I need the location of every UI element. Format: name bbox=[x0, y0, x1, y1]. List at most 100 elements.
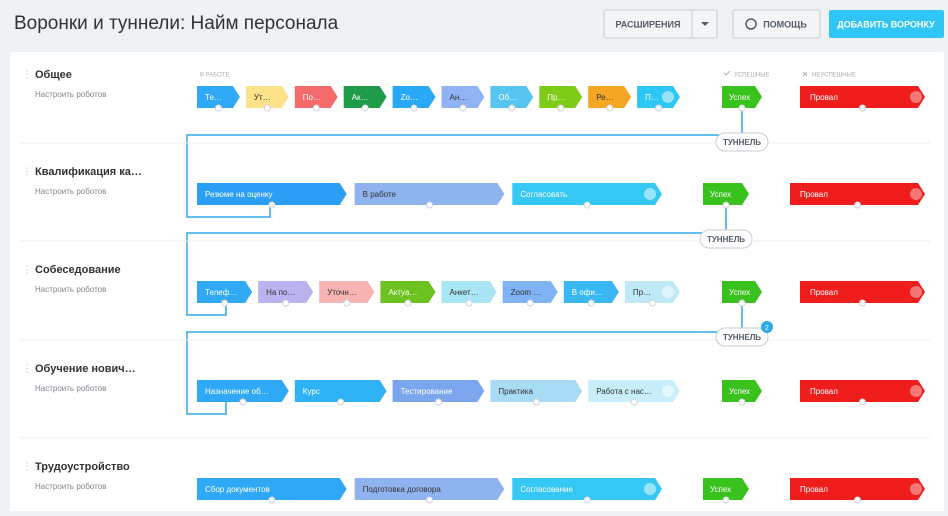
fail-stage bbox=[800, 281, 925, 303]
stage[interactable] bbox=[197, 478, 347, 500]
stage[interactable] bbox=[563, 281, 619, 303]
success-label: Успех bbox=[729, 387, 750, 396]
tunnel-line bbox=[186, 205, 727, 316]
stage-dot bbox=[738, 104, 746, 112]
stage-label: Согласование bbox=[520, 485, 573, 494]
fail-label: Провал bbox=[810, 387, 838, 396]
stage-dot bbox=[214, 104, 222, 112]
stage-dot bbox=[268, 201, 276, 209]
stage-label: Zo… bbox=[401, 93, 418, 102]
add-stage bbox=[910, 483, 922, 495]
stage[interactable] bbox=[512, 478, 662, 500]
stage[interactable] bbox=[490, 86, 534, 108]
button-label: ПОМОЩЬ bbox=[763, 19, 807, 29]
grip: ⋮⋮ bbox=[22, 167, 42, 178]
stage-label: В работе bbox=[363, 190, 397, 199]
fail-stage bbox=[800, 380, 925, 402]
fail-stage bbox=[800, 86, 925, 108]
stage[interactable] bbox=[197, 183, 347, 205]
stage-label: В офи… bbox=[572, 288, 603, 297]
success-stage bbox=[703, 183, 749, 205]
stage-dot bbox=[282, 299, 290, 307]
counter-label: 2 bbox=[765, 325, 769, 332]
stage-label: По… bbox=[303, 93, 321, 102]
stage[interactable] bbox=[490, 380, 583, 402]
stage-dot bbox=[648, 299, 656, 307]
stage[interactable] bbox=[392, 380, 485, 402]
stage[interactable] bbox=[588, 86, 632, 108]
fail-label: Провал bbox=[810, 288, 838, 297]
stage-dot bbox=[343, 299, 351, 307]
success-stage bbox=[722, 380, 762, 402]
robots-link[interactable]: Настроить роботов bbox=[35, 482, 106, 491]
stage-dot bbox=[587, 299, 595, 307]
stage-dot bbox=[859, 398, 866, 406]
stage-label: Подготовка договора bbox=[363, 485, 442, 494]
tunnel-badge[interactable] bbox=[699, 229, 753, 249]
stage-dot bbox=[738, 299, 746, 307]
stage-dot bbox=[404, 299, 412, 307]
stage-dot bbox=[583, 201, 591, 209]
add-stage[interactable] bbox=[644, 483, 656, 495]
stage-dot bbox=[465, 299, 473, 307]
robots-link[interactable]: Настроить роботов bbox=[35, 187, 106, 196]
stage-label: Ак… bbox=[352, 93, 369, 102]
stage-dot bbox=[557, 104, 565, 112]
button-label: РАСШИРЕНИЯ bbox=[616, 19, 681, 29]
stage-dot bbox=[722, 201, 730, 209]
success-label: Успех bbox=[710, 485, 731, 494]
stage[interactable] bbox=[294, 380, 387, 402]
stage-label: Резюме на оценку bbox=[205, 190, 273, 199]
stage[interactable] bbox=[245, 86, 289, 108]
stage[interactable] bbox=[380, 281, 436, 303]
stage[interactable] bbox=[294, 86, 338, 108]
stage-label: Пр… bbox=[633, 288, 651, 297]
robots-link[interactable]: Настроить роботов bbox=[35, 90, 106, 99]
stage[interactable] bbox=[354, 183, 505, 205]
stage[interactable] bbox=[588, 380, 680, 402]
add-stage[interactable] bbox=[662, 91, 674, 103]
stage[interactable] bbox=[512, 183, 662, 205]
tunnel-badge[interactable] bbox=[715, 132, 769, 152]
add-stage[interactable] bbox=[662, 385, 674, 397]
stage-label: Те… bbox=[205, 93, 222, 102]
stage-label: Об… bbox=[498, 93, 517, 102]
stage-label: Работа с нас… bbox=[596, 387, 652, 396]
add-stage bbox=[910, 385, 922, 397]
stage[interactable] bbox=[441, 281, 497, 303]
stage-dot bbox=[221, 299, 229, 307]
robots-link[interactable]: Настроить роботов bbox=[35, 384, 106, 393]
stage-label: Актуа… bbox=[388, 288, 417, 297]
stage[interactable] bbox=[319, 281, 375, 303]
stage[interactable] bbox=[197, 281, 253, 303]
extensions-button[interactable] bbox=[603, 9, 718, 39]
add-stage[interactable] bbox=[662, 286, 674, 298]
stage[interactable] bbox=[197, 86, 240, 108]
stage[interactable] bbox=[258, 281, 314, 303]
stage-dot bbox=[459, 104, 467, 112]
funnel-name: Квалификация ка… bbox=[35, 166, 142, 178]
add-funnel-button[interactable] bbox=[829, 10, 944, 38]
stage[interactable] bbox=[502, 281, 558, 303]
help-button[interactable] bbox=[732, 9, 821, 39]
stage[interactable] bbox=[343, 86, 387, 108]
stage-label: Пр… bbox=[547, 93, 565, 102]
stage[interactable] bbox=[392, 86, 436, 108]
funnel-name: Обучение нович… bbox=[35, 363, 136, 375]
stage-dot bbox=[738, 398, 746, 406]
robots-link[interactable]: Настроить роботов bbox=[35, 285, 106, 294]
stage-label: Практика bbox=[498, 387, 533, 396]
stage-label: Ут… bbox=[254, 93, 271, 102]
success-stage bbox=[722, 281, 762, 303]
stage-label: Сбор документов bbox=[205, 485, 270, 494]
tunnel-badge[interactable] bbox=[715, 327, 769, 347]
stage[interactable] bbox=[539, 86, 583, 108]
stage[interactable] bbox=[441, 86, 485, 108]
stage[interactable] bbox=[354, 478, 505, 500]
stage-dot bbox=[268, 496, 276, 504]
add-stage[interactable] bbox=[644, 188, 656, 200]
stage-dot bbox=[859, 299, 866, 307]
stage-label: Ре… bbox=[596, 93, 613, 102]
success-stage bbox=[703, 478, 749, 500]
stage[interactable] bbox=[197, 380, 289, 402]
